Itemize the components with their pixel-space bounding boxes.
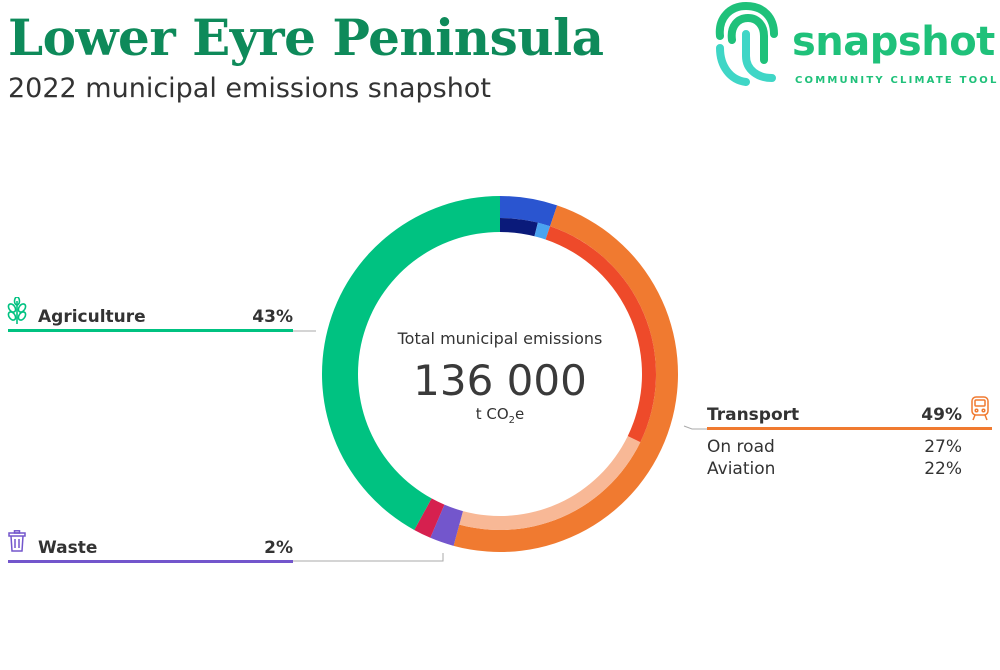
unit-prefix: t CO	[475, 405, 509, 423]
train-icon	[971, 396, 989, 421]
waste-segment	[430, 504, 463, 546]
total-emissions-value: 136 000	[413, 356, 587, 405]
transport-sub-label-aviation: Aviation	[707, 459, 776, 479]
transport-percent: 49%	[921, 405, 962, 425]
transport-underline	[707, 427, 992, 430]
donut-segments	[321, 196, 679, 553]
trash-bin-icon	[8, 530, 26, 552]
transport-sub-label-on-road: On road	[707, 437, 775, 457]
waste-leader-line	[293, 553, 444, 562]
transport-label: Transport	[707, 405, 800, 425]
leader-lines	[293, 330, 707, 562]
total-emissions-label: Total municipal emissions	[397, 329, 603, 348]
waste-label: Waste	[38, 538, 98, 558]
segment-3-segment	[414, 498, 445, 538]
unit-subscript: 2	[508, 415, 516, 426]
transport-leader-line	[683, 425, 707, 430]
wheat-icon	[7, 297, 27, 324]
page-subtitle: 2022 municipal emissions snapshot	[8, 73, 491, 104]
transport-inner-segment-1	[459, 436, 641, 530]
logo-tagline: COMMUNITY CLIMATE TOOL	[795, 75, 999, 86]
agriculture-underline	[8, 329, 293, 332]
transport-sub-percent-aviation: 22%	[924, 459, 962, 479]
agriculture-label: Agriculture	[38, 307, 146, 327]
page-title: Lower Eyre Peninsula	[8, 8, 604, 67]
segment-0-inner-segment-1	[534, 222, 551, 240]
total-emissions-unit: t CO2e	[360, 404, 640, 431]
agriculture-percent: 43%	[252, 307, 293, 327]
transport-inner-segment-0	[545, 226, 656, 443]
logo-wordmark: snapshot	[792, 19, 995, 65]
transport-sub-percent-on-road: 27%	[924, 437, 962, 457]
segment-0-outer-segment	[500, 196, 558, 227]
unit-suffix: e	[515, 405, 525, 423]
snapshot-logo-icon	[715, 1, 778, 86]
segment-0-inner-segment-0	[500, 218, 538, 237]
waste-percent: 2%	[264, 538, 293, 558]
agriculture-segment	[321, 196, 500, 530]
waste-underline	[8, 560, 293, 563]
